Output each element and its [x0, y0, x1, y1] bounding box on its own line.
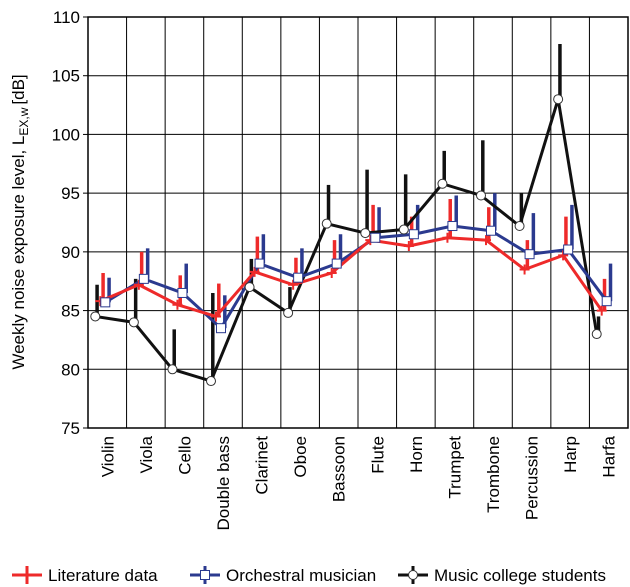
marker: [128, 317, 139, 328]
marker: [519, 264, 530, 275]
y-tick-label: 95: [61, 184, 80, 203]
marker: [331, 258, 342, 269]
marker: [326, 267, 337, 278]
y-tick-label: 105: [52, 67, 80, 86]
marker: [90, 311, 101, 322]
marker: [514, 221, 525, 232]
x-tick-label: Harfa: [600, 435, 619, 477]
marker: [177, 287, 188, 298]
marker: [601, 296, 612, 307]
marker: [172, 299, 183, 310]
marker: [408, 229, 419, 240]
legend-marker: [200, 570, 210, 580]
x-tick-label: Flute: [368, 436, 387, 474]
x-tick-label: Bassoon: [330, 436, 349, 502]
y-tick-label: 80: [61, 360, 80, 379]
x-tick-label: Double bass: [214, 436, 233, 531]
x-tick-label: Trombone: [484, 436, 503, 513]
y-tick-label: 85: [61, 302, 80, 321]
y-tick-label: 90: [61, 243, 80, 262]
marker: [403, 240, 414, 251]
marker: [476, 190, 486, 201]
series-line: [99, 236, 603, 318]
marker: [100, 297, 111, 308]
plot-frame: [87, 16, 629, 429]
marker: [206, 376, 216, 387]
legend-label: Orchestral musician: [226, 566, 376, 585]
x-tick-label: Horn: [407, 436, 426, 473]
marker: [321, 218, 332, 229]
marker: [244, 282, 255, 293]
marker: [283, 307, 294, 318]
x-tick-label: Viola: [137, 435, 156, 473]
y-tick-label: 110: [53, 8, 80, 27]
x-tick-label: Trumpet: [445, 436, 464, 499]
marker: [360, 228, 371, 239]
marker: [442, 232, 453, 243]
y-axis-label: Weekly noise exposure level, LEX,w [dB]: [9, 74, 31, 369]
marker: [167, 364, 178, 375]
series-line: [95, 97, 599, 383]
legend-label: Music college students: [434, 566, 606, 585]
y-label-main: Weekly noise exposure level, L: [9, 136, 28, 370]
x-tick-label: Percussion: [523, 436, 542, 520]
marker: [591, 329, 602, 340]
legend-marker: [408, 570, 418, 580]
marker: [486, 225, 496, 236]
marker: [370, 232, 381, 243]
marker: [447, 221, 458, 232]
marker: [138, 273, 149, 284]
marker: [437, 178, 448, 189]
x-tick-label: Harp: [561, 436, 580, 473]
y-tick-label: 100: [52, 125, 80, 144]
marker: [216, 323, 226, 334]
y-label-unit: [dB]: [9, 74, 28, 104]
marker: [133, 279, 144, 290]
marker: [211, 311, 221, 322]
marker: [249, 266, 260, 277]
marker: [398, 224, 409, 235]
x-tick-label: Oboe: [291, 436, 310, 478]
marker: [524, 249, 535, 260]
x-tick-label: Clarinet: [253, 436, 272, 495]
marker: [254, 258, 265, 269]
marker: [481, 235, 491, 246]
x-tick-label: Violin: [98, 436, 117, 477]
legend-label: Literature data: [48, 566, 158, 585]
y-tick-label: 75: [61, 419, 80, 438]
y-label-sub: EX,w: [17, 107, 31, 135]
x-tick-label: Cello: [175, 436, 194, 475]
marker: [563, 244, 574, 255]
marker: [293, 272, 304, 283]
marker: [553, 94, 564, 105]
marker: [596, 305, 607, 316]
